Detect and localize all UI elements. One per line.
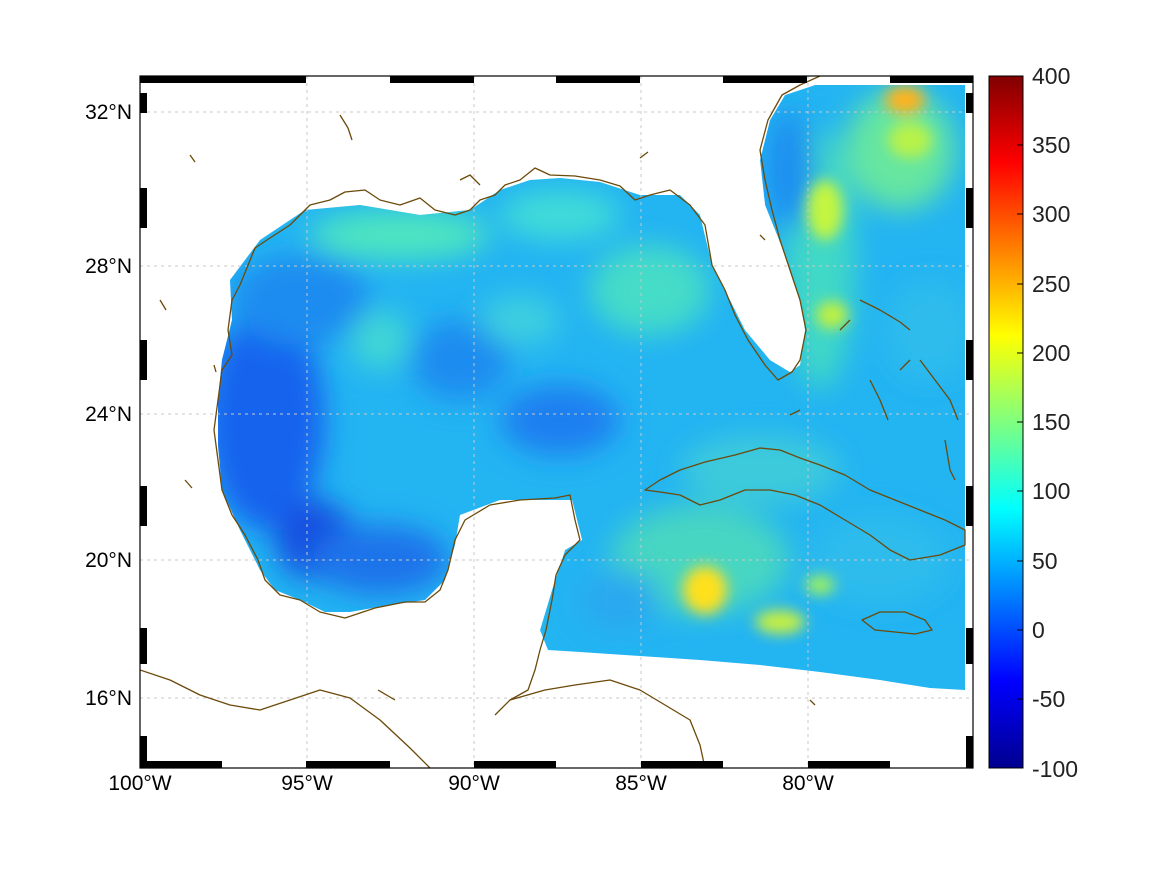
colorbar-tick-label: 350: [1032, 132, 1070, 158]
lon-tick-label: 85°W: [615, 772, 667, 795]
cuba-coastline: [644, 447, 966, 561]
lat-tick-label: 16°N: [85, 687, 132, 710]
colorbar-tick-label: 200: [1032, 340, 1070, 366]
lat-tick-label: 28°N: [85, 255, 132, 278]
colorbar-tick-label: -100: [1032, 756, 1078, 782]
mexico-gulf-coastline: [213, 284, 581, 716]
lon-tick-label: 95°W: [281, 772, 333, 795]
colorbar-tick-label: 400: [1032, 63, 1070, 89]
lon-tick-label: 80°W: [782, 772, 834, 795]
coastlines: [140, 76, 966, 768]
longitude-ticks: 100°W 95°W 90°W 85°W 80°W: [108, 772, 834, 795]
colorbar-tick-label: 100: [1032, 478, 1070, 504]
colorbar-tick-label: 0: [1032, 617, 1045, 643]
bahamas-coastline: [839, 299, 959, 481]
lon-tick-label: 100°W: [108, 772, 171, 795]
colorbar-tick-label: 50: [1032, 548, 1058, 574]
central-america-coastline: [140, 669, 431, 768]
colorbar-tick-label: 300: [1032, 201, 1070, 227]
colorbar: 400 350 300 250 200 150 100 50 0 -50 -10…: [988, 63, 1078, 782]
graticule-grid: [140, 76, 973, 768]
map-frame: [139, 75, 974, 769]
jamaica-coastline: [861, 611, 933, 635]
honduras-coastline: [509, 679, 706, 768]
lat-tick-label: 32°N: [85, 101, 132, 124]
us-gulf-coastline: [239, 76, 821, 381]
land-areas: [440, 76, 815, 680]
latitude-ticks: 32°N 28°N 24°N 20°N 16°N: [85, 101, 132, 710]
lat-tick-label: 24°N: [85, 403, 132, 426]
colorbar-tick-label: -50: [1032, 686, 1065, 712]
colorbar-tick-label: 150: [1032, 409, 1070, 435]
colorbar-tick-label: 250: [1032, 271, 1070, 297]
lon-tick-label: 90°W: [448, 772, 500, 795]
colorbar-ticks: [1017, 144, 1023, 700]
lat-tick-label: 20°N: [85, 549, 132, 572]
